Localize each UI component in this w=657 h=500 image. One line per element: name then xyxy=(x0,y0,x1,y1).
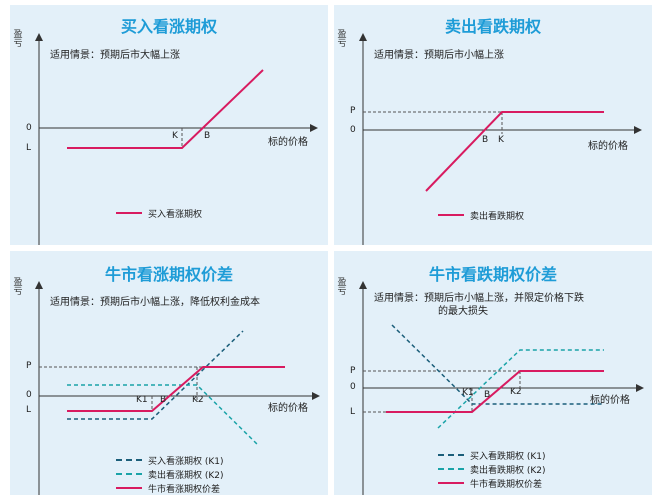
tick-p: P xyxy=(26,361,32,371)
y-axis-label: 盈亏 xyxy=(13,278,23,297)
tick-b: B xyxy=(204,131,211,141)
panel-short-put: 卖出看跌期权 适用情景：预期后市小幅上涨 盈亏 P 0 B K 标的价格 卖出看… xyxy=(334,5,652,245)
bull-put-spread-diagram xyxy=(359,281,644,495)
scenario-text: 适用情景：预期后市小幅上涨，降低权利金成本 xyxy=(50,297,260,308)
tick-b: B xyxy=(160,395,167,405)
tick-b: B xyxy=(482,135,489,145)
zero-label: 0 xyxy=(350,382,356,392)
legend-item: 牛市看涨期权价差 xyxy=(116,481,224,495)
legend-item: 卖出看涨期权 (K2) xyxy=(116,467,224,481)
tick-b: B xyxy=(484,390,491,400)
tick-l: L xyxy=(26,143,32,153)
scenario-text-line1: 适用情景：预期后市小幅上涨，并限定价格下跌 xyxy=(374,293,584,304)
bull-call-spread-diagram xyxy=(35,281,320,495)
scenario-text-line2: 的最大损失 xyxy=(438,306,488,317)
legend: 买入看涨期权 xyxy=(116,206,202,220)
legend-swatch xyxy=(438,482,464,484)
tick-l: L xyxy=(350,407,356,417)
tick-k: K xyxy=(172,131,178,141)
tick-k1: K1 xyxy=(462,388,474,398)
tick-k1: K1 xyxy=(136,395,148,405)
tick-l: L xyxy=(26,405,32,415)
short-call-k2-line xyxy=(67,384,259,446)
tick-p: P xyxy=(350,106,356,116)
long-put-k1-line xyxy=(391,324,604,405)
bull-call-spread-line xyxy=(67,366,285,412)
short-put-diagram xyxy=(359,33,642,245)
panel-title: 牛市看跌期权价差 xyxy=(428,265,557,284)
legend-swatch xyxy=(438,468,464,470)
legend-swatch xyxy=(116,459,142,461)
long-call-k1-line xyxy=(67,330,244,420)
panel-bull-call-spread: 牛市看涨期权价差 适用情景：预期后市小幅上涨，降低权利金成本 盈亏 P 0 L … xyxy=(10,251,328,495)
y-axis-label: 盈亏 xyxy=(337,278,347,297)
legend-swatch xyxy=(116,473,142,475)
tick-k: K xyxy=(498,135,504,145)
long-call-payoff-line xyxy=(67,69,264,149)
legend-item: 卖出看跌期权 xyxy=(438,208,524,222)
legend: 卖出看跌期权 xyxy=(438,208,524,222)
legend-swatch xyxy=(438,454,464,456)
x-axis-label: 标的价格 xyxy=(268,137,308,148)
zero-label: 0 xyxy=(26,390,32,400)
legend: 买入看涨期权 (K1) 卖出看涨期权 (K2) 牛市看涨期权价差 xyxy=(116,453,224,495)
y-axis-label: 盈亏 xyxy=(337,30,347,49)
x-axis-label: 标的价格 xyxy=(588,141,628,152)
x-axis-label: 标的价格 xyxy=(590,395,630,406)
short-put-payoff-line xyxy=(425,111,604,192)
legend-swatch xyxy=(438,214,464,216)
panel-title: 牛市看涨期权价差 xyxy=(104,265,233,284)
long-call-diagram xyxy=(35,33,318,245)
legend-item: 买入看跌期权 (K1) xyxy=(438,448,546,462)
legend-item: 卖出看跌期权 (K2) xyxy=(438,462,546,476)
panel-title: 卖出看跌期权 xyxy=(444,17,541,36)
panel-bull-put-spread: 牛市看跌期权价差 适用情景：预期后市小幅上涨，并限定价格下跌 的最大损失 盈亏 … xyxy=(334,251,652,495)
scenario-text: 适用情景：预期后市大幅上涨 xyxy=(50,50,180,61)
tick-k2: K2 xyxy=(510,387,522,397)
zero-label: 0 xyxy=(350,125,356,135)
tick-k2: K2 xyxy=(192,395,204,405)
legend: 买入看跌期权 (K1) 卖出看跌期权 (K2) 牛市看跌期权价差 xyxy=(438,448,546,490)
y-axis-label: 盈亏 xyxy=(13,30,23,49)
scenario-text: 适用情景：预期后市小幅上涨 xyxy=(374,50,504,61)
x-axis-label: 标的价格 xyxy=(268,403,308,414)
bull-put-spread-line xyxy=(386,370,604,413)
tick-p: P xyxy=(350,366,356,376)
zero-label: 0 xyxy=(26,123,32,133)
panel-long-call: 买入看涨期权 适用情景：预期后市大幅上涨 盈亏 0 L K B 标的价格 买入看… xyxy=(10,5,328,245)
legend-swatch xyxy=(116,212,142,214)
panel-title: 买入看涨期权 xyxy=(120,17,217,36)
short-put-k2-line xyxy=(437,349,604,429)
legend-item: 牛市看跌期权价差 xyxy=(438,476,546,490)
legend-swatch xyxy=(116,487,142,489)
legend-item: 买入看涨期权 (K1) xyxy=(116,453,224,467)
legend-item: 买入看涨期权 xyxy=(116,206,202,220)
